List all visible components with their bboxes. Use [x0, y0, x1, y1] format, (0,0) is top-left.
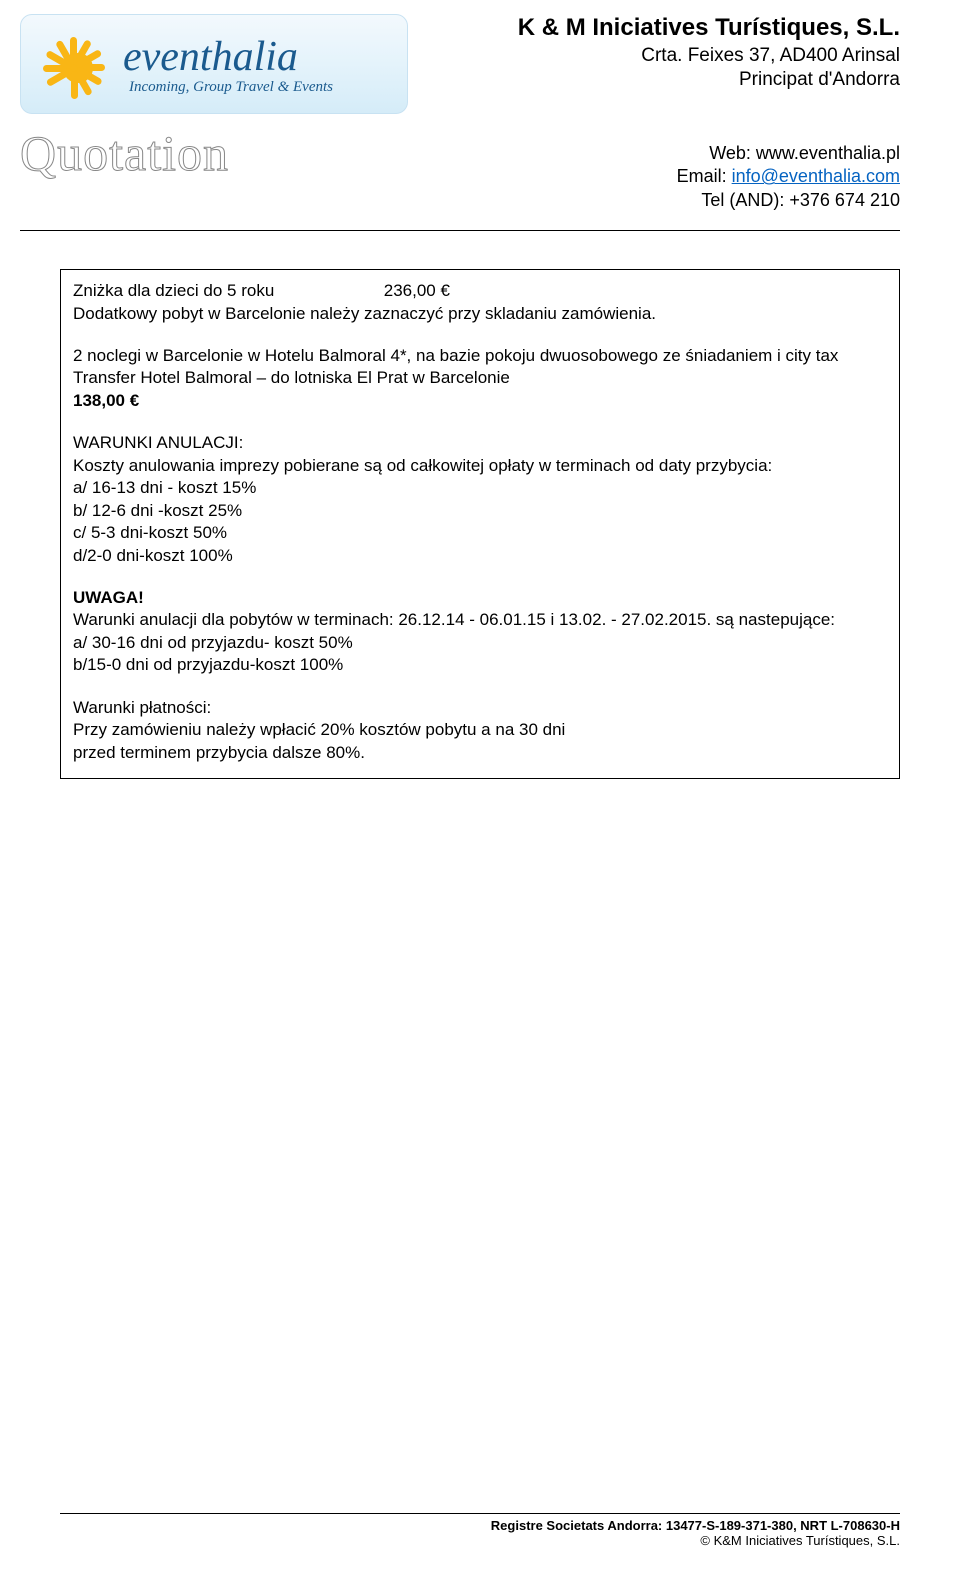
- hotel-line1: 2 noclegi w Barcelonie w Hotelu Balmoral…: [73, 345, 887, 367]
- pay-head: Warunki płatności:: [73, 697, 887, 719]
- email-label: Email:: [677, 166, 732, 186]
- contact-block: Web: www.eventhalia.pl Email: info@event…: [677, 142, 900, 212]
- email-link[interactable]: info@eventhalia.com: [732, 166, 900, 186]
- cancel-c: c/ 5-3 dni-koszt 50%: [73, 522, 887, 544]
- cancel-d: d/2-0 dni-koszt 100%: [73, 545, 887, 567]
- discount-label: Zniżka dla dzieci do 5 roku: [73, 281, 274, 300]
- cancel-head: WARUNKI ANULACJI:: [73, 432, 887, 454]
- cancel-a: a/ 16-13 dni - koszt 15%: [73, 477, 887, 499]
- web-label: Web:: [709, 143, 756, 163]
- footer-registration: Registre Societats Andorra: 13477-S-189-…: [60, 1518, 900, 1533]
- company-addr2: Principat d'Andorra: [518, 68, 900, 92]
- pay-line2: przed terminem przybycia dalsze 80%.: [73, 742, 887, 764]
- footer: Registre Societats Andorra: 13477-S-189-…: [60, 1513, 900, 1548]
- hotel-price: 138,00 €: [73, 390, 887, 412]
- quotation-heading: Quotation: [20, 124, 229, 182]
- uwaga-b: b/15-0 dni od przyjazdu-koszt 100%: [73, 654, 887, 676]
- company-addr1: Crta. Feixes 37, AD400 Arinsal: [518, 44, 900, 68]
- uwaga-head: UWAGA!: [73, 587, 887, 609]
- tel-value: +376 674 210: [789, 190, 900, 210]
- discount-price: 236,00 €: [384, 281, 450, 300]
- logo-tagline: Incoming, Group Travel & Events: [123, 79, 333, 96]
- uwaga-line1: Warunki anulacji dla pobytów w terminach…: [73, 609, 887, 631]
- cancel-b: b/ 12-6 dni -koszt 25%: [73, 500, 887, 522]
- sun-icon: [35, 25, 113, 103]
- company-name: K & M Iniciatives Turístiques, S.L.: [518, 14, 900, 42]
- logo-box: eventhalia Incoming, Group Travel & Even…: [20, 14, 408, 114]
- cancel-intro: Koszty anulowania imprezy pobierane są o…: [73, 455, 887, 477]
- tel-label: Tel (AND):: [701, 190, 789, 210]
- logo-name: eventhalia: [123, 33, 333, 81]
- web-value: www.eventhalia.pl: [756, 143, 900, 163]
- hotel-line2: Transfer Hotel Balmoral – do lotniska El…: [73, 367, 887, 389]
- footer-copyright: © K&M Iniciatives Turístiques, S.L.: [60, 1533, 900, 1548]
- company-block: K & M Iniciatives Turístiques, S.L. Crta…: [518, 14, 900, 92]
- discount-note: Dodatkowy pobyt w Barcelonie należy zazn…: [73, 303, 887, 325]
- content-box: Zniżka dla dzieci do 5 roku 236,00 € Dod…: [60, 269, 900, 779]
- uwaga-a: a/ 30-16 dni od przyjazdu- koszt 50%: [73, 632, 887, 654]
- divider-line: [20, 230, 900, 231]
- pay-line1: Przy zamówieniu należy wpłacić 20% koszt…: [73, 719, 887, 741]
- footer-divider: [60, 1513, 900, 1514]
